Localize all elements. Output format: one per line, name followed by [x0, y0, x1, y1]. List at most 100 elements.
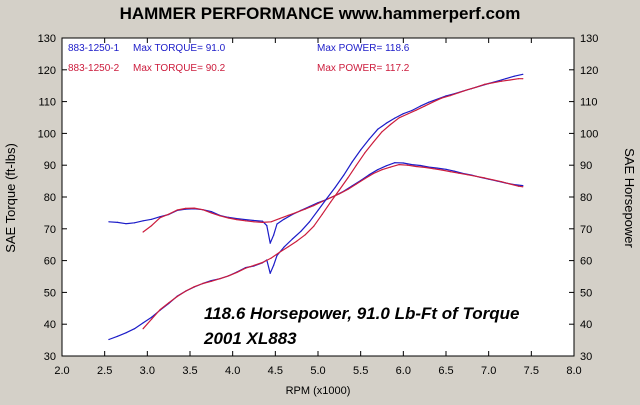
- legend-max-torque-2: Max TORQUE= 90.2: [133, 63, 226, 74]
- data-point: [261, 221, 264, 223]
- x-tick-label: 4.0: [225, 365, 240, 377]
- data-point: [351, 161, 353, 163]
- y-tick-label-right: 50: [580, 287, 592, 299]
- data-point: [236, 219, 238, 221]
- data-point: [296, 211, 298, 213]
- x-tick-label: 2.5: [97, 365, 112, 377]
- data-point: [321, 213, 323, 215]
- y-tick-label-left: 80: [44, 192, 56, 204]
- data-point: [360, 149, 362, 151]
- data-point: [441, 169, 443, 171]
- x-tick-label: 5.0: [310, 365, 325, 377]
- data-point: [317, 209, 319, 211]
- data-point: [261, 261, 264, 264]
- data-point: [445, 168, 447, 170]
- data-point: [407, 113, 409, 115]
- data-point: [355, 183, 357, 185]
- data-point: [116, 335, 119, 337]
- data-point: [389, 123, 392, 126]
- y-tick-label-right: 120: [580, 65, 598, 77]
- data-point: [385, 165, 387, 167]
- data-point: [270, 221, 272, 223]
- data-point: [449, 171, 451, 173]
- data-point: [269, 272, 271, 274]
- data-point: [419, 105, 421, 107]
- data-point: [483, 177, 485, 179]
- data-point: [273, 264, 275, 266]
- data-point: [338, 189, 340, 191]
- x-tick-label: 4.5: [268, 365, 283, 377]
- annotation-model: 2001 XL883: [203, 329, 297, 348]
- series-4: [142, 78, 524, 330]
- data-point: [492, 82, 494, 84]
- x-tick-label: 7.5: [524, 365, 539, 377]
- data-point: [517, 185, 520, 187]
- data-point: [219, 215, 221, 217]
- data-point: [133, 222, 136, 224]
- data-point: [347, 177, 349, 179]
- y-tick-label-right: 30: [580, 351, 592, 363]
- y-tick-label-left: 40: [44, 319, 56, 331]
- data-point: [269, 242, 271, 244]
- data-point: [244, 220, 247, 222]
- data-point: [407, 164, 409, 166]
- data-point: [300, 230, 302, 232]
- y-tick-label-right: 40: [580, 319, 592, 331]
- data-point: [458, 172, 460, 174]
- data-point: [372, 141, 375, 143]
- y-tick-label-left: 90: [44, 160, 56, 172]
- data-point: [466, 174, 468, 176]
- legend: 883-1250-1 Max TORQUE= 91.0 Max POWER= 1…: [68, 43, 410, 74]
- x-tick-label: 6.5: [438, 365, 453, 377]
- chart-title: HAMMER PERFORMANCE www.hammerperf.com: [120, 4, 521, 23]
- data-point: [283, 218, 285, 220]
- y-tick-label-right: 80: [580, 192, 592, 204]
- data-point: [244, 267, 247, 269]
- data-point: [372, 172, 375, 175]
- x-tick-label: 3.5: [182, 365, 197, 377]
- y-tick-label-left: 70: [44, 224, 56, 236]
- data-point: [253, 221, 255, 223]
- data-point: [347, 188, 349, 190]
- data-point: [108, 338, 110, 341]
- data-point: [338, 193, 340, 195]
- legend-max-torque-1: Max TORQUE= 91.0: [133, 43, 226, 54]
- data-point: [273, 234, 275, 236]
- data-point: [432, 101, 434, 103]
- data-point: [411, 109, 413, 112]
- data-point: [381, 169, 383, 171]
- x-tick-label: 2.0: [54, 365, 69, 377]
- data-point: [458, 92, 460, 94]
- data-point: [453, 170, 456, 172]
- data-point: [466, 89, 468, 91]
- data-point: [236, 271, 238, 273]
- data-point: [313, 225, 315, 227]
- data-point: [415, 109, 417, 111]
- data-point: [394, 162, 396, 164]
- data-point: [368, 174, 370, 176]
- data-point: [500, 181, 503, 183]
- y-tick-label-left: 100: [38, 128, 56, 140]
- legend-run-1: 883-1250-1: [68, 43, 120, 54]
- data-point: [270, 257, 272, 259]
- legend-run-2: 883-1250-2: [68, 63, 120, 74]
- data-point: [411, 164, 413, 166]
- data-point: [402, 113, 404, 115]
- data-point: [398, 164, 400, 166]
- data-point: [151, 318, 153, 320]
- data-point: [475, 175, 477, 177]
- data-point: [377, 128, 379, 130]
- data-point: [210, 280, 212, 282]
- plot-area: [61, 37, 575, 357]
- data-point: [441, 97, 443, 99]
- data-point: [415, 165, 417, 168]
- data-point: [321, 200, 323, 203]
- data-point: [210, 211, 212, 213]
- data-point: [185, 290, 187, 292]
- data-point: [253, 264, 255, 266]
- x-tick-label: 5.5: [353, 365, 368, 377]
- data-point: [394, 117, 396, 119]
- data-point: [424, 105, 426, 107]
- data-point: [279, 251, 281, 253]
